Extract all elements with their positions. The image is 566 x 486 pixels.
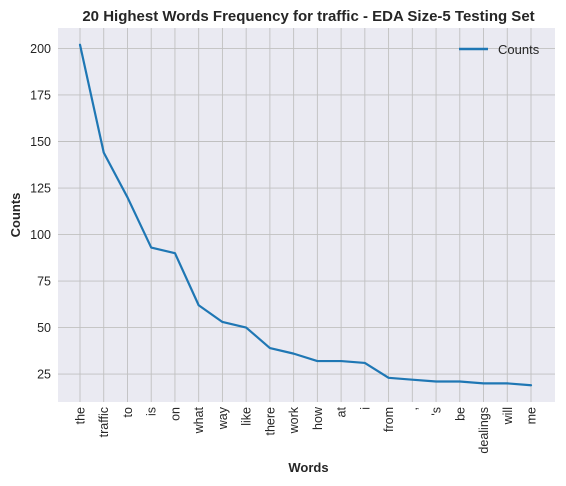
x-tick-label: what xyxy=(192,406,206,434)
x-tick-label: how xyxy=(311,406,325,430)
x-tick-label: will xyxy=(501,407,515,425)
y-tick-label: 25 xyxy=(37,368,51,382)
x-tick-label: at xyxy=(335,406,349,417)
y-tick-label: 175 xyxy=(30,88,51,102)
x-axis-ticks: the traffic to is on what way like there work how a… xyxy=(74,406,539,454)
x-tick-label: dealings xyxy=(477,407,491,454)
x-tick-label: traffic xyxy=(97,407,111,437)
y-tick-label: 100 xyxy=(30,228,51,242)
legend: Counts xyxy=(459,42,540,57)
chart-title: 20 Highest Words Frequency for traffic -… xyxy=(82,8,534,25)
series-line-counts xyxy=(78,43,533,387)
y-axis-label: Counts xyxy=(8,193,23,238)
x-tick-label: , xyxy=(406,407,420,410)
x-tick-label: from xyxy=(382,407,396,432)
x-axis-label: Words xyxy=(288,460,328,475)
x-tick-label: there xyxy=(263,407,277,436)
x-tick-label: 's xyxy=(430,407,444,416)
x-tick-label: like xyxy=(240,407,254,426)
x-tick-label: is xyxy=(145,407,159,416)
y-tick-label: 125 xyxy=(30,182,51,196)
plot-area xyxy=(58,28,555,402)
series-layer xyxy=(78,43,533,387)
y-tick-label: 150 xyxy=(30,135,51,149)
y-axis-ticks: 25 50 75 100 125 150 175 200 xyxy=(30,42,51,382)
x-tick-label: on xyxy=(168,407,182,421)
legend-label: Counts xyxy=(498,42,540,57)
x-tick-label: the xyxy=(74,407,88,424)
x-tick-label: be xyxy=(453,407,467,421)
x-tick-label: work xyxy=(287,406,301,434)
x-tick-label: me xyxy=(525,407,539,424)
x-tick-label: to xyxy=(121,407,135,417)
x-tick-label: way xyxy=(216,406,230,430)
grid-lines xyxy=(58,28,555,402)
y-tick-label: 200 xyxy=(30,42,51,56)
x-tick-label: i xyxy=(358,407,372,410)
y-tick-label: 75 xyxy=(37,275,51,289)
y-tick-label: 50 xyxy=(37,321,51,335)
